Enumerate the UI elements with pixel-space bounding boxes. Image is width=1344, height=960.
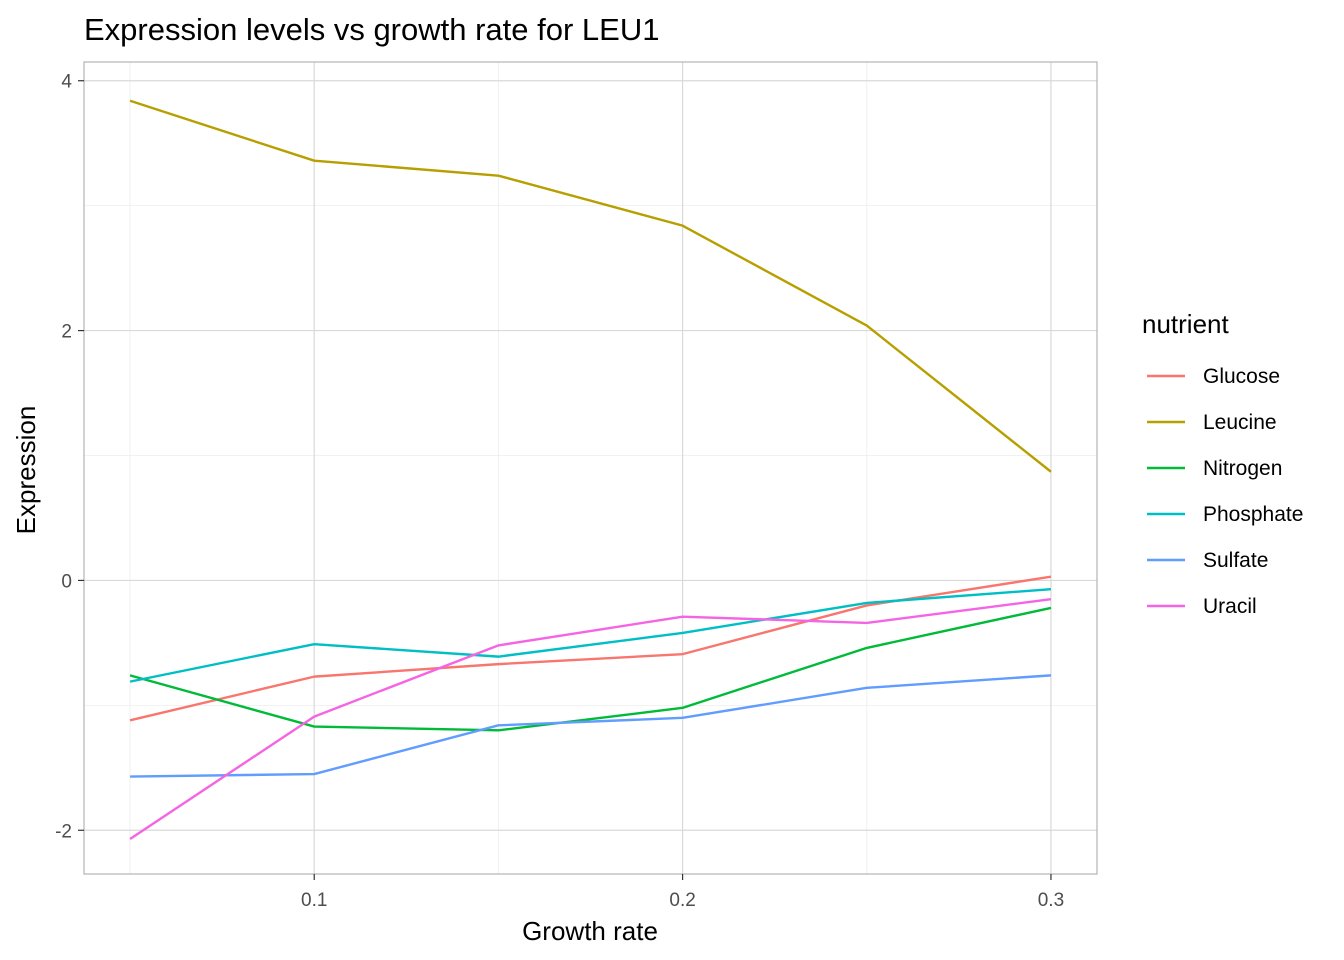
minor-gridlines: [84, 62, 1097, 874]
legend-item-glucose: Glucose: [1147, 365, 1280, 388]
series-line-nitrogen: [129, 606, 1052, 732]
series-line-uracil: [129, 597, 1052, 841]
legend: nutrient Glucose Leucine Nitrogen Phosphate…: [1142, 309, 1303, 618]
y-tick-labels: -2 0 2 4: [55, 72, 72, 843]
x-axis-label: Growth rate: [522, 916, 658, 946]
x-tick-label: 0.2: [669, 890, 695, 911]
legend-label-glucose: Glucose: [1203, 365, 1280, 388]
legend-label-phosphate: Phosphate: [1203, 503, 1303, 526]
series-lines: [129, 99, 1052, 841]
plot-panel-border: [83, 61, 1098, 875]
y-axis-label: Expression: [11, 406, 41, 535]
x-tick-labels: 0.1 0.2 0.3: [301, 890, 1064, 911]
chart-title: Expression levels vs growth rate for LEU…: [84, 12, 659, 47]
legend-items: Glucose Leucine Nitrogen Phosphate Sulfate Ur…: [1147, 365, 1303, 618]
major-gridlines: [84, 62, 1097, 874]
legend-item-nitrogen: Nitrogen: [1147, 457, 1282, 480]
y-tick-label: 2: [61, 322, 72, 343]
x-tick-label: 0.3: [1038, 890, 1064, 911]
legend-title: nutrient: [1142, 309, 1229, 339]
y-tick-label: 0: [61, 571, 72, 592]
legend-label-uracil: Uracil: [1203, 595, 1257, 618]
y-tick-label: 4: [61, 72, 72, 93]
series-line-phosphate: [129, 587, 1052, 683]
y-tick-label: -2: [55, 821, 72, 842]
legend-label-sulfate: Sulfate: [1203, 549, 1268, 572]
legend-item-sulfate: Sulfate: [1147, 549, 1268, 572]
legend-label-nitrogen: Nitrogen: [1203, 457, 1282, 480]
series-line-sulfate: [130, 674, 1052, 778]
series-line-leucine: [129, 99, 1052, 473]
legend-item-phosphate: Phosphate: [1147, 503, 1303, 526]
legend-label-leucine: Leucine: [1203, 411, 1277, 434]
axis-ticks: [78, 80, 1052, 880]
legend-item-leucine: Leucine: [1147, 411, 1277, 434]
series-line-glucose: [129, 575, 1052, 722]
x-tick-label: 0.1: [301, 890, 327, 911]
legend-item-uracil: Uracil: [1147, 595, 1257, 618]
